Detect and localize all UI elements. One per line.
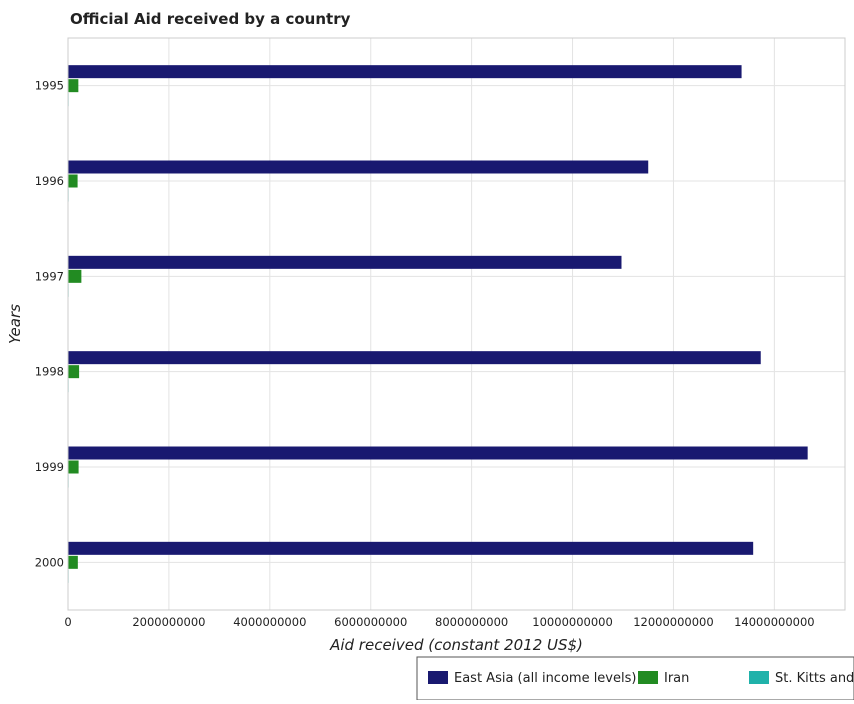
legend-box bbox=[416, 656, 854, 701]
bar-east-asia-all-income-levels--1998 bbox=[68, 351, 761, 365]
y-tick-label: 1999 bbox=[35, 460, 64, 474]
legend-label: St. Kitts and Nevis bbox=[775, 671, 854, 686]
y-tick-label: 1998 bbox=[35, 365, 64, 379]
legend-label: Iran bbox=[664, 671, 689, 686]
legend-swatch bbox=[428, 671, 448, 684]
legend-label: East Asia (all income levels) bbox=[454, 671, 636, 686]
bar-east-asia-all-income-levels--1995 bbox=[68, 65, 742, 79]
chart-title: Official Aid received by a country bbox=[70, 10, 351, 28]
bar-east-asia-all-income-levels--1999 bbox=[68, 446, 808, 460]
legend-swatch bbox=[749, 671, 769, 684]
x-tick-label: 14000000000 bbox=[734, 615, 814, 629]
bar-iran-1995 bbox=[68, 79, 79, 93]
bar-iran-2000 bbox=[68, 555, 78, 569]
y-tick-label: 1997 bbox=[35, 269, 64, 283]
y-tick-label: 2000 bbox=[35, 555, 64, 569]
x-tick-label: 2000000000 bbox=[132, 615, 205, 629]
x-axis-label: Aid received (constant 2012 US$) bbox=[329, 636, 583, 654]
grid bbox=[67, 38, 845, 610]
x-tick-label: 8000000000 bbox=[435, 615, 508, 629]
bar-iran-1999 bbox=[68, 460, 79, 474]
legend: East Asia (all income levels) Iran St. Kit… bbox=[416, 656, 854, 701]
x-tick-label: 10000000000 bbox=[532, 615, 612, 629]
bar-east-asia-all-income-levels--2000 bbox=[68, 541, 754, 555]
bar-east-asia-all-income-levels--1996 bbox=[68, 160, 649, 174]
x-axis-ticks: 0 2000000000 4000000000 6000000000 800000000… bbox=[64, 615, 814, 629]
y-axis-ticks: 1995 1996 1997 1998 1999 2000 bbox=[35, 79, 64, 570]
bar-east-asia-all-income-levels--1997 bbox=[68, 255, 622, 269]
bar-iran-1996 bbox=[68, 174, 78, 188]
legend-swatch bbox=[638, 671, 658, 684]
plot-frame bbox=[67, 37, 846, 611]
bar-iran-1997 bbox=[68, 269, 82, 283]
x-tick-label: 12000000000 bbox=[633, 615, 713, 629]
y-tick-label: 1995 bbox=[35, 79, 64, 93]
x-tick-label: 0 bbox=[64, 615, 71, 629]
y-axis-label: Years bbox=[6, 304, 24, 344]
bar-iran-1998 bbox=[68, 365, 80, 379]
x-tick-label: 6000000000 bbox=[334, 615, 407, 629]
x-tick-label: 4000000000 bbox=[233, 615, 306, 629]
bars bbox=[68, 65, 808, 583]
y-tick-label: 1996 bbox=[35, 174, 64, 188]
